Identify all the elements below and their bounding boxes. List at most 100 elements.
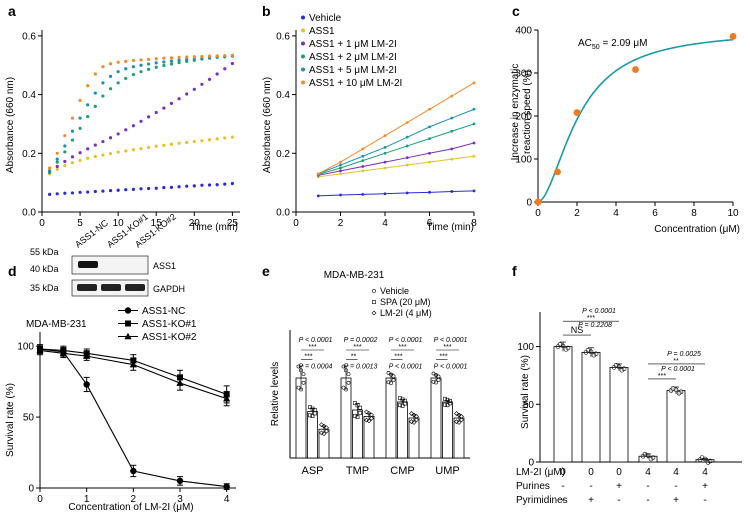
- panel-a-point: [169, 185, 174, 189]
- panel-e-bar: [397, 401, 408, 459]
- panel-e-legend-label: SPA (20 μM): [380, 297, 431, 307]
- panel-d-point: [129, 360, 137, 368]
- panel-a-point: [162, 60, 166, 64]
- panel-a-point: [63, 159, 67, 164]
- panel-a-point: [108, 74, 113, 78]
- panel-a-point: [200, 82, 204, 86]
- panel-b-point: [472, 81, 476, 85]
- panel-d-y-tick-label: 0: [28, 484, 34, 495]
- panel-a-point: [169, 56, 174, 60]
- panel-e-dot: [400, 403, 405, 408]
- panel-b-point: [339, 172, 342, 176]
- panel-b-y-tick-label: 0.0: [276, 208, 290, 219]
- panel-b-legend-marker: [301, 54, 305, 59]
- panel-a-point: [55, 164, 59, 169]
- panel-a-point: [78, 116, 82, 120]
- panel-d-xlabel: Concentration of LM-2I (μM): [68, 502, 193, 513]
- panel-a-point: [124, 128, 128, 132]
- panel-c-ylabel-line2: reaction speed (%): [522, 70, 533, 154]
- panel-a-point: [101, 65, 105, 69]
- panel-b-legend-marker: [301, 28, 305, 33]
- panel-a-point: [169, 101, 174, 105]
- panel-e-dot: [459, 414, 464, 419]
- panel-e-dot: [411, 420, 417, 425]
- panel-f-row-value: 0: [588, 467, 594, 478]
- panel-e-dot: [364, 409, 369, 415]
- panel-e-dot: [308, 413, 312, 418]
- panel-c-x-tick-label: 10: [727, 208, 739, 219]
- panel-b-point: [383, 134, 387, 138]
- panel-a-point: [78, 126, 82, 130]
- panel-b-xlabel: Time (min): [427, 222, 474, 233]
- panel-b-point: [316, 172, 320, 176]
- panel-a-point: [215, 54, 219, 58]
- panel-f-row-value: +: [616, 481, 622, 492]
- panel-e-dot: [400, 397, 405, 402]
- panel-d-x-tick-label: 1: [84, 494, 90, 505]
- panel-e-dot: [296, 385, 301, 390]
- panel-a-point: [55, 160, 59, 164]
- panel-a-point: [116, 132, 120, 136]
- panel-a-point: [215, 137, 219, 141]
- panel-a-point: [185, 92, 189, 96]
- panel-a-point: [86, 84, 90, 88]
- panel-d-y-tick-label: 50: [23, 413, 35, 424]
- panel-a-point: [192, 139, 196, 144]
- panel-f-dot: [670, 386, 676, 391]
- panel-e-dot: [324, 428, 329, 434]
- panel-e-dot: [369, 412, 374, 418]
- panel-a-x-tick-label: 5: [77, 218, 83, 229]
- panel-a-point: [154, 186, 158, 190]
- panel-e-dot: [386, 370, 391, 375]
- panel-e-dot: [389, 381, 393, 386]
- panel-c-x-tick-label: 6: [652, 208, 658, 219]
- panel-b-point: [450, 190, 454, 193]
- panel-b-point: [472, 107, 476, 111]
- panel-a-point: [131, 65, 135, 69]
- panel-b-point: [405, 121, 409, 124]
- panel-a-point: [207, 54, 212, 58]
- panel-f-row-value: -: [674, 481, 677, 492]
- panel-a-y-tick-label: 0.2: [22, 149, 36, 160]
- panel-f-row-value: 4: [673, 467, 679, 478]
- panel-a-point: [63, 164, 67, 168]
- panel-b-point: [361, 147, 365, 151]
- panel-a-point: [230, 53, 234, 57]
- panel-a-point: [169, 62, 174, 66]
- panel-a-point: [108, 62, 113, 66]
- panel-label-a: a: [8, 3, 16, 19]
- panel-f-stars: ***: [658, 373, 666, 380]
- panel-e-pvalue: P < 0.0001: [389, 337, 423, 344]
- panel-b-legend-label: Vehicle: [309, 13, 342, 24]
- panel-e-pvalue: P < 0.0001: [434, 364, 468, 371]
- panel-d-series-line: [39, 349, 227, 400]
- panel-e-dot: [355, 403, 360, 408]
- panel-b-point: [405, 191, 409, 195]
- panel-a-point: [223, 67, 227, 71]
- blot-ass1-band: [78, 261, 98, 268]
- panel-d-point: [223, 483, 230, 490]
- panel-b-legend-marker: [301, 80, 305, 85]
- panel-a-x-tick-label: 0: [39, 218, 45, 229]
- panel-b-point: [450, 147, 454, 151]
- panel-b-point: [383, 160, 387, 164]
- panel-b-point: [383, 146, 387, 149]
- panel-b-point: [339, 160, 342, 164]
- panel-d-x-tick-label: 0: [37, 494, 43, 505]
- panel-e-dot: [414, 417, 419, 423]
- panel-b-point: [361, 169, 365, 173]
- panel-b-point: [339, 193, 342, 197]
- panel-f-dot: [588, 349, 594, 354]
- panel-e-dot: [403, 398, 407, 403]
- panel-a-point: [93, 189, 97, 194]
- panel-b-legend-marker: [301, 41, 305, 46]
- panel-a-point: [139, 70, 143, 74]
- panel-a-point: [139, 146, 143, 151]
- panel-e-dot: [409, 419, 414, 425]
- panel-f-row-value: -: [646, 481, 649, 492]
- blot-marker-55: 55 kDa: [30, 247, 59, 257]
- panel-a-point: [147, 115, 151, 119]
- panel-a-point: [223, 136, 227, 140]
- panel-c-y-tick-label: 100: [515, 155, 532, 166]
- panel-f-dot: [676, 390, 682, 396]
